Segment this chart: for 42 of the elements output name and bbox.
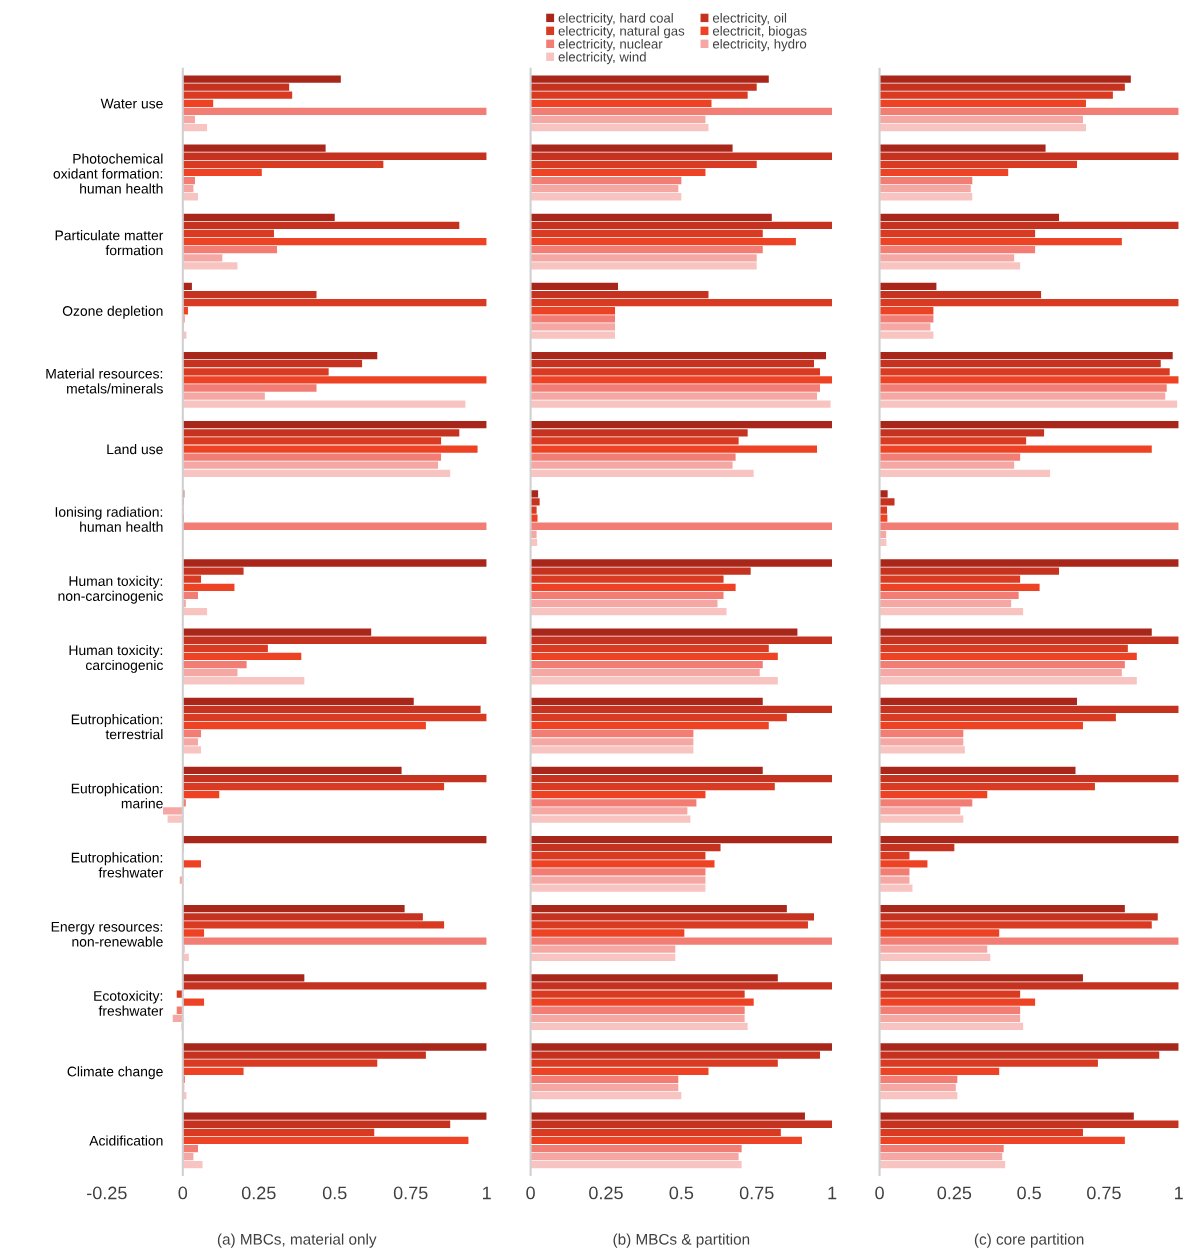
x-tick-label: 0 [178, 1186, 188, 1200]
legend-label: electricit, biogas [712, 25, 807, 39]
y-tick-label: Ozone depletion [62, 305, 163, 319]
x-tick-label: 0.5 [669, 1186, 694, 1200]
x-tick-label: 0.25 [589, 1186, 623, 1200]
y-tick-label: Eutrophication: freshwater [71, 852, 164, 878]
x-tick-label: 1 [828, 1186, 837, 1200]
legend-label: electricity, hydro [712, 38, 807, 52]
y-tick-label: Human toxicity: carcinogenic [69, 644, 163, 673]
x-tick-label: 0.75 [393, 1186, 428, 1200]
legend-label: electricity, nuclear [558, 38, 663, 52]
x-axis-title: (b) MBCs & partition [613, 1233, 750, 1248]
x-axis-title: (a) MBCs, material only [217, 1233, 377, 1248]
y-tick-label: Material resources: metals/minerals [46, 368, 163, 394]
x-axis-title: (c) core partition [974, 1233, 1084, 1248]
x-tick-label: 0 [526, 1186, 535, 1200]
legend-label: electricity, hard coal [558, 12, 673, 26]
y-tick-label: Water use [100, 98, 163, 109]
y-tick-label: Acidification [89, 1135, 163, 1146]
y-tick-label: Energy resources: non-renewable [51, 922, 163, 947]
y-tick-label: Particulate matter formation [55, 230, 164, 256]
y-tick-label: Land use [107, 443, 163, 455]
legend-label: electricity, natural gas [558, 25, 685, 39]
y-tick-label: Eutrophication: terrestrial [71, 714, 163, 740]
x-tick-label: 0.25 [937, 1186, 972, 1200]
x-tick-label: 0.5 [322, 1186, 347, 1200]
x-tick-label: -0.25 [87, 1186, 127, 1200]
x-tick-label: 0.25 [241, 1186, 276, 1200]
x-tick-label: 0.75 [1087, 1186, 1121, 1200]
y-tick-label: Climate change [67, 1066, 163, 1080]
x-tick-label: 0.5 [1017, 1186, 1041, 1200]
y-tick-label: Human toxicity: non-carcinogenic [58, 575, 163, 604]
y-tick-label: Ecotoxicity: freshwater [94, 990, 164, 1016]
y-tick-label: Photochemical oxidant formation: human health [53, 153, 163, 194]
y-tick-label: Ionising radiation: human health [55, 506, 163, 532]
legend-label: electricity, oil [712, 12, 787, 26]
x-tick-label: 1 [1175, 1186, 1183, 1200]
legend-label: electricity, wind [558, 51, 646, 65]
y-tick-label: Eutrophication: marine [71, 783, 163, 809]
x-tick-label: 0 [875, 1186, 884, 1200]
x-tick-label: 1 [483, 1186, 491, 1200]
x-tick-label: 0.75 [739, 1186, 774, 1200]
